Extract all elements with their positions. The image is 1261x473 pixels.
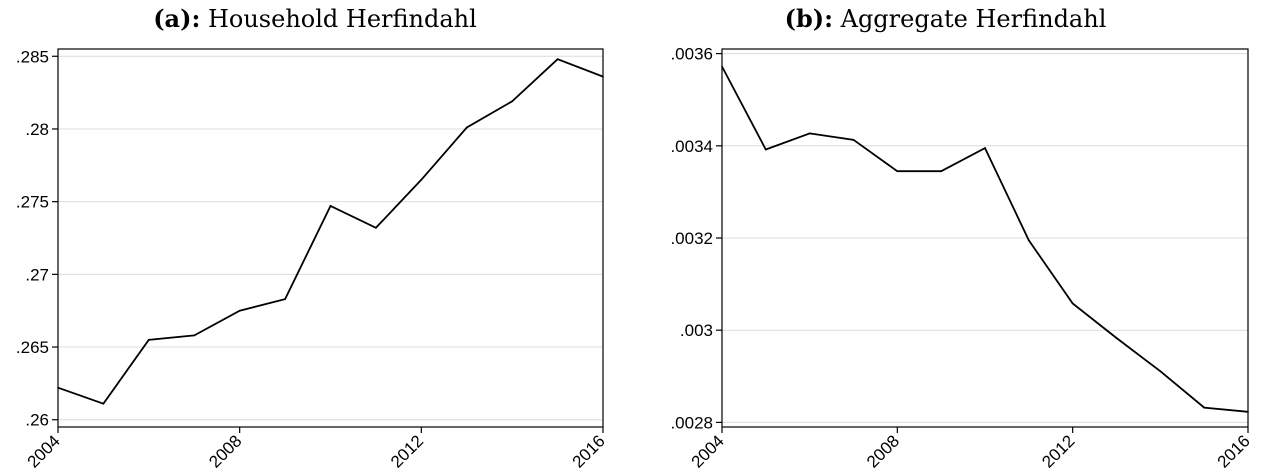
x-tick-label: 2008 xyxy=(205,431,245,471)
data-point xyxy=(465,126,468,129)
y-tick-label: .265 xyxy=(16,338,49,357)
x-tick-label: 2008 xyxy=(863,431,903,471)
aggregate-herfindahl-chart: .0028 .003 .0032 .0034 .0036 2004 2008 2012 2016 xyxy=(670,45,1254,472)
data-point xyxy=(896,170,899,172)
y-tick-label: .26 xyxy=(25,411,49,430)
x-tick-label: 2016 xyxy=(569,431,609,471)
data-point xyxy=(193,334,196,337)
y-tick-label: .0028 xyxy=(670,413,713,432)
data-point xyxy=(148,338,150,341)
data-point xyxy=(765,148,767,151)
data-point xyxy=(1203,406,1205,409)
data-point xyxy=(238,309,241,312)
x-tick-label: 2004 xyxy=(688,431,728,471)
y-tick-label: .275 xyxy=(16,193,49,212)
data-point xyxy=(284,298,286,300)
y-tick-label: .28 xyxy=(25,120,49,139)
y-tick-label: .0036 xyxy=(670,45,713,64)
x-tick-label: 2004 xyxy=(24,431,64,471)
data-point xyxy=(329,205,332,207)
chart-title-text: Aggregate Herfindahl xyxy=(840,5,1107,33)
data-point xyxy=(511,100,513,103)
y-tick-label: .27 xyxy=(25,265,49,284)
data-point xyxy=(375,227,377,229)
data-point xyxy=(1071,302,1074,305)
data-point xyxy=(420,179,423,181)
data-point xyxy=(1247,410,1249,413)
data-point xyxy=(57,386,59,389)
data-point xyxy=(940,170,942,172)
chart-title-prefix: (b): xyxy=(784,4,833,33)
chart-title: (a): Household Herfindahl xyxy=(0,4,630,33)
household-herfindahl-chart: .26 .265 .27 .275 .28 .285 2004 2008 2012 2016 xyxy=(16,47,609,471)
chart-title: (b): Aggregate Herfindahl xyxy=(630,4,1261,33)
chart-panel-household: (a): Household Herfindahl .26 .265 .27 .275… xyxy=(0,0,630,473)
y-tick-label: .003 xyxy=(680,321,713,340)
data-point xyxy=(602,75,604,78)
data-point xyxy=(808,132,811,135)
y-tick-label: .0034 xyxy=(670,137,713,156)
data-point xyxy=(984,147,986,149)
chart-panel-aggregate: (b): Aggregate Herfindahl .0028 .003 .0032… xyxy=(630,0,1261,473)
x-tick-label: 2012 xyxy=(1038,431,1078,471)
data-point xyxy=(852,139,855,141)
data-point xyxy=(721,65,723,68)
x-tick-label: 2012 xyxy=(387,431,427,471)
data-point xyxy=(1028,239,1030,242)
data-point xyxy=(556,58,559,60)
data-point xyxy=(102,402,105,405)
y-tick-label: .0032 xyxy=(670,229,713,248)
plot-frame xyxy=(57,48,604,428)
data-point xyxy=(1115,337,1118,339)
series-line xyxy=(721,66,1249,413)
series-line xyxy=(57,58,604,405)
y-tick-label: .285 xyxy=(16,47,49,66)
x-tick-label: 2016 xyxy=(1214,431,1254,471)
chart-title-prefix: (a): xyxy=(153,4,201,33)
chart-title-text: Household Herfindahl xyxy=(207,5,477,33)
data-point xyxy=(1159,370,1162,373)
